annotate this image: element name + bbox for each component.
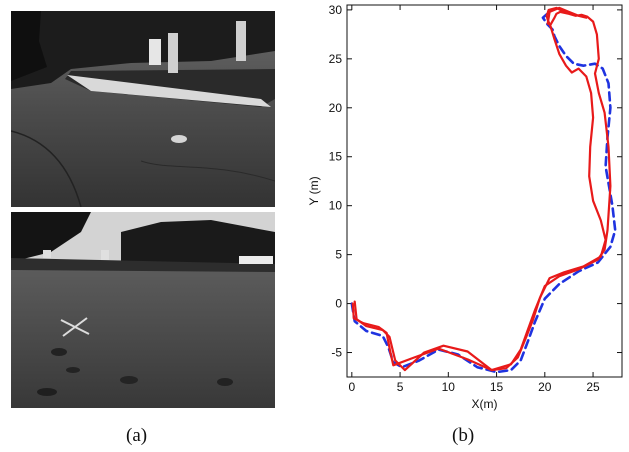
x-tick-label: 0 (348, 380, 355, 394)
trajectory-solid-line-2 (353, 6, 607, 372)
y-tick-label: 25 (329, 52, 343, 66)
y-tick-label: 20 (329, 101, 343, 115)
x-tick-label: 25 (586, 380, 600, 394)
caption-b: (b) (452, 425, 475, 446)
y-tick-label: 10 (329, 199, 343, 213)
y-tick-label: 15 (329, 150, 343, 164)
y-tick-label: 0 (335, 297, 342, 311)
parking-lot-photo-bottom (11, 212, 275, 408)
plot-frame (346, 4, 623, 378)
x-tick-label: 15 (490, 380, 504, 394)
y-tick-label: -5 (331, 346, 342, 360)
x-tick-label: 5 (397, 380, 404, 394)
caption-a: (a) (126, 425, 148, 446)
x-tick-label: 20 (538, 380, 552, 394)
trajectory-dashed-line (350, 10, 617, 374)
x-tick-label: 10 (442, 380, 456, 394)
parking-lot-photo-top (11, 11, 275, 207)
y-tick-label: 30 (329, 3, 343, 17)
trajectory-chart: 0 5 10 15 20 25 -5 0 5 10 15 20 25 30 X(m) Y (m) (307, 3, 623, 411)
y-tick-label: 5 (335, 248, 342, 262)
y-axis-label: Y (m) (307, 176, 321, 205)
trajectory-solid-line-1 (351, 6, 612, 372)
x-axis-label: X(m) (472, 397, 498, 411)
